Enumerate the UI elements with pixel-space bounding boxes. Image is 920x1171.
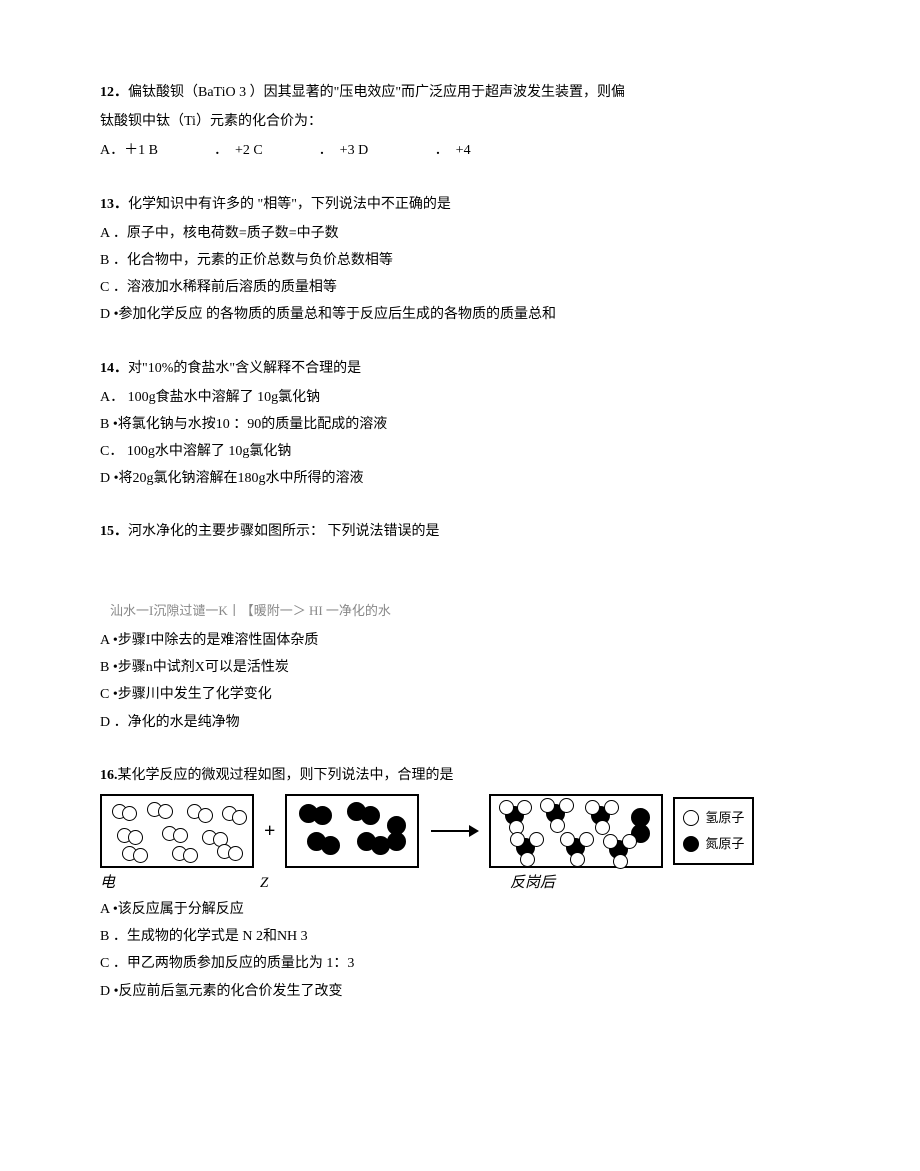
q13-option-b: B ．化合物中，元素的正价总数与负价总数相等 [100,248,820,273]
q16-stem: 16.某化学反应的微观过程如图，则下列说法中，合理的是 [100,763,820,788]
q16-option-c: C ．甲乙两物质参加反应的质量比为 1：3 [100,951,820,976]
q15-option-b: B •步骤n中试剂X可以是活性炭 [100,655,820,680]
nitrogen-atom-icon [683,836,699,852]
question-15: 15．河水净化的主要步骤如图所示： 下列说法错误的是 汕水一I沉隙过谴一K丨【暖… [100,519,820,734]
q16-panel-product [489,794,663,868]
q12-stem-line2: 钛酸钡中钛（Ti）元素的化合价为： [100,109,820,134]
q16-panel-reactant-1 [100,794,254,868]
q12-text-a: 偏钛酸钡（BaTiO 3 ）因其显著的"压电效应"而广泛应用于超声波发生装置，则… [128,85,625,100]
q12-options: A．＋1 B ． +2 C ． +3 D ． +4 [100,138,820,163]
q14-text: 对"10%的食盐水"含义解释不合理的是 [128,361,361,376]
question-14: 14．对"10%的食盐水"含义解释不合理的是 A． 100g食盐水中溶解了 10… [100,356,820,492]
q13-option-a: A ．原子中，核电荷数=质子数=中子数 [100,221,820,246]
legend-h-label: 氢原子 [705,806,744,829]
legend-n-label: 氮原子 [705,832,744,855]
q16-option-b: B ．生成物的化学式是 N 2和NH 3 [100,924,820,949]
q15-stem: 15．河水净化的主要步骤如图所示： 下列说法错误的是 [100,519,820,544]
q15-option-d: D ．净化的水是纯净物 [100,710,820,735]
caption-left: 电 [100,870,140,897]
q14-option-d: D •将20g氯化钠溶解在180g水中所得的溶液 [100,466,820,491]
q16-figure: + [100,794,820,868]
q16-panel-reactant-2 [285,794,419,868]
q13-number: 13． [100,197,128,212]
arrow-icon [429,821,479,841]
legend-hydrogen: 氢原子 [683,806,744,829]
legend-nitrogen: 氮原子 [683,832,744,855]
q15-option-c: C •步骤川中发生了化学变化 [100,682,820,707]
plus-icon: + [264,813,275,849]
q15-option-a: A •步骤I中除去的是难溶性固体杂质 [100,628,820,653]
q15-number: 15． [100,524,128,539]
q12-stem-line1: 12．偏钛酸钡（BaTiO 3 ）因其显著的"压电效应"而广泛应用于超声波发生装… [100,80,820,105]
q16-number: 16. [100,768,118,783]
q16-caption: 电 Z 反岗后 [100,870,820,897]
q14-option-a: A． 100g食盐水中溶解了 10g氯化钠 [100,385,820,410]
q14-stem: 14．对"10%的食盐水"含义解释不合理的是 [100,356,820,381]
q16-option-a: A •该反应属于分解反应 [100,897,820,922]
q16-option-d: D •反应前后氢元素的化合价发生了改变 [100,979,820,1004]
q16-text: 某化学反应的微观过程如图，则下列说法中，合理的是 [118,768,454,783]
q14-option-c: C． 100g水中溶解了 10g氯化钠 [100,439,820,464]
q13-option-c: C ．溶液加水稀释前后溶质的质量相等 [100,275,820,300]
caption-mid: Z [140,870,510,897]
q16-legend: 氢原子 氮原子 [673,797,754,865]
caption-right: 反岗后 [510,870,555,897]
q13-stem: 13．化学知识中有许多的 "相等"，下列说法中不正确的是 [100,192,820,217]
question-12: 12．偏钛酸钡（BaTiO 3 ）因其显著的"压电效应"而广泛应用于超声波发生装… [100,80,820,164]
q13-option-d: D •参加化学反应 的各物质的质量总和等于反应后生成的各物质的质量总和 [100,302,820,327]
q15-diagram: 汕水一I沉隙过谴一K丨【暖附一＞ HI 一净化的水 [110,599,820,622]
q14-number: 14． [100,361,128,376]
q13-text: 化学知识中有许多的 "相等"，下列说法中不正确的是 [128,197,451,212]
question-16: 16.某化学反应的微观过程如图，则下列说法中，合理的是 + [100,763,820,1004]
q12-number: 12． [100,85,128,100]
q15-text: 河水净化的主要步骤如图所示： 下列说法错误的是 [128,524,440,539]
hydrogen-atom-icon [683,810,699,826]
question-13: 13．化学知识中有许多的 "相等"，下列说法中不正确的是 A ．原子中，核电荷数… [100,192,820,328]
q14-option-b: B •将氯化钠与水按10 ：90的质量比配成的溶液 [100,412,820,437]
